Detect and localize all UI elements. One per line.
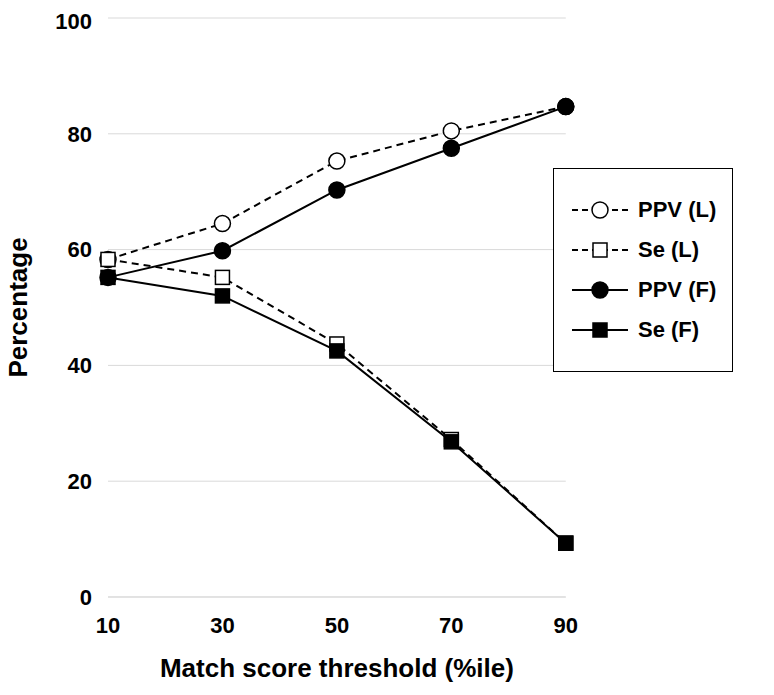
svg-text:30: 30 (210, 613, 234, 638)
svg-text:40: 40 (68, 353, 92, 378)
html-text:Se (L): Se (L) (638, 237, 700, 262)
svg-text:60: 60 (68, 237, 92, 262)
svg-text:0: 0 (80, 585, 92, 610)
svg-text:50: 50 (325, 613, 349, 638)
html-text:PPV (L): PPV (L) (638, 197, 717, 222)
html-text:Se (F): Se (F) (638, 317, 700, 342)
svg-text:80: 80 (68, 122, 92, 147)
html-text:PPV (F): PPV (F) (638, 277, 717, 302)
svg-text:Percentage: Percentage (8, 237, 33, 377)
svg-text:90: 90 (554, 613, 578, 638)
svg-text:20: 20 (68, 469, 92, 494)
svg-text:Match score threshold (%ile): Match score threshold (%ile) (160, 653, 514, 683)
svg-text:70: 70 (439, 613, 463, 638)
svg-text:100: 100 (55, 9, 92, 34)
svg-text:10: 10 (96, 613, 120, 638)
